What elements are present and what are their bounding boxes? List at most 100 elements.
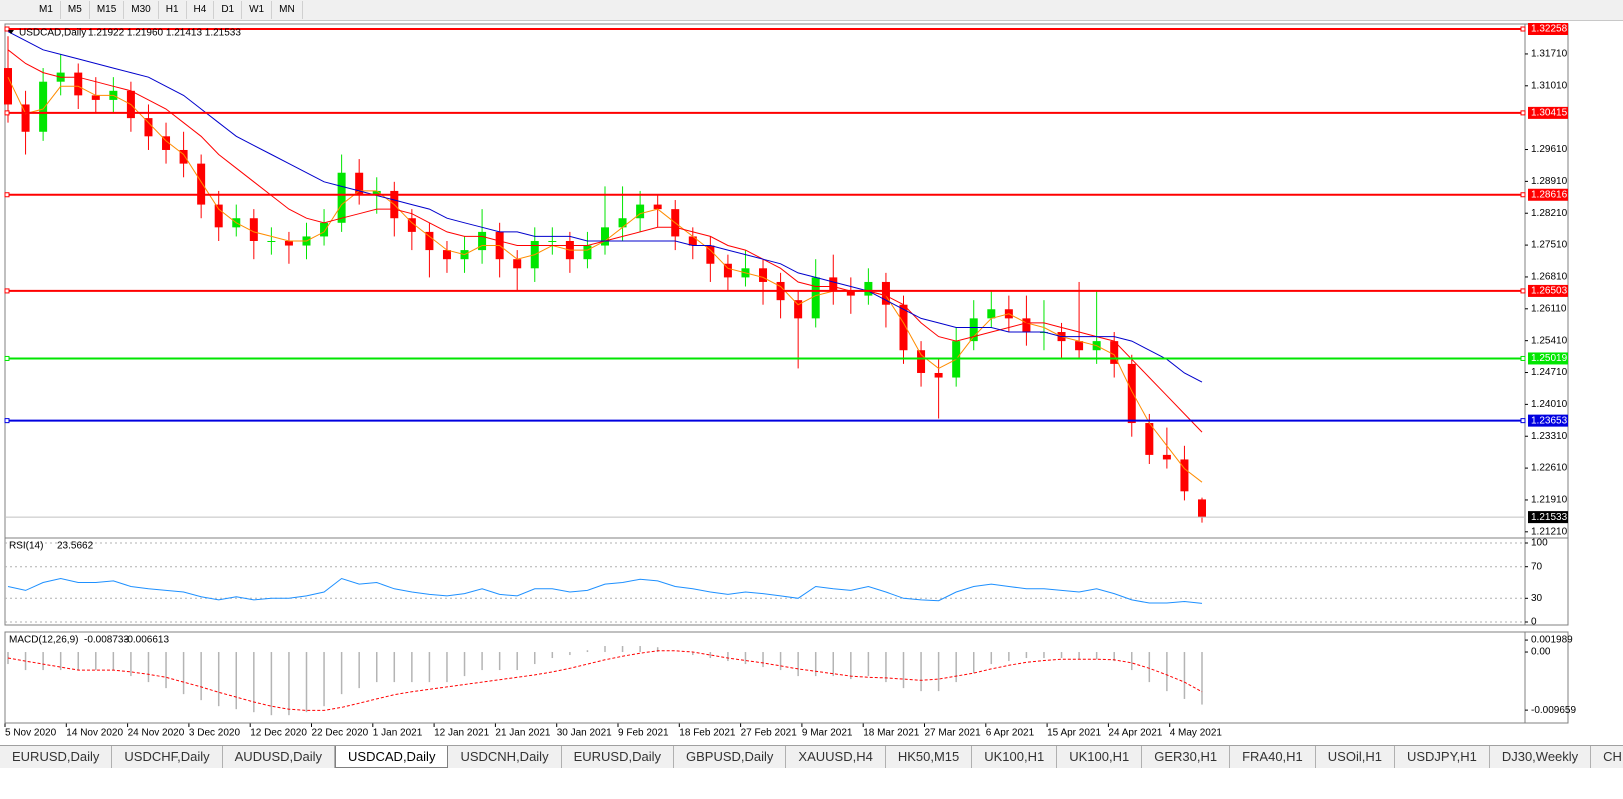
level-handle: [4, 418, 10, 424]
chart-tab[interactable]: DJ30,Weekly: [1490, 746, 1592, 768]
candle-body: [706, 245, 715, 264]
y-tick-label: 0.001989: [1531, 635, 1573, 646]
candle-body: [987, 309, 996, 319]
level-handle: [1520, 288, 1526, 294]
x-tick-label: 4 May 2021: [1170, 728, 1223, 739]
chart: 1.31710 1.31010 1.29610 1.28910 1.28210 1.275…: [4, 23, 1576, 739]
x-tick-label: 9 Feb 2021: [618, 728, 669, 739]
candle-body: [179, 149, 188, 164]
indicator-value: -0.008733: [84, 635, 129, 646]
timeframe-button[interactable]: H4: [187, 1, 215, 19]
x-tick-label: 9 Mar 2021: [802, 728, 853, 739]
y-tick-label: 1.28910: [1531, 176, 1568, 187]
timeframe-button[interactable]: H1: [159, 1, 187, 19]
timeframe-button[interactable]: D1: [214, 1, 243, 19]
x-tick-label: 6 Apr 2021: [986, 728, 1035, 739]
candle-body: [4, 68, 12, 105]
timeframe-button[interactable]: M15: [90, 1, 125, 19]
chart-tab[interactable]: XAUUSD,H4: [786, 746, 886, 768]
timeframe-button[interactable]: M5: [61, 1, 90, 19]
candle-body: [1145, 423, 1154, 455]
candle-body: [91, 95, 100, 100]
y-tick-label: 1.21210: [1531, 526, 1568, 537]
y-tick-label: 30: [1531, 593, 1543, 604]
candle-body: [39, 81, 48, 132]
y-tick-label: 1.26110: [1531, 303, 1567, 314]
level-handle: [1520, 355, 1526, 361]
level-label-box: [1528, 106, 1568, 119]
candle-body: [636, 204, 645, 219]
chart-tab[interactable]: FRA40,H1: [1230, 746, 1316, 768]
chart-tab[interactable]: USDCNH,Daily: [448, 746, 562, 768]
chart-tab[interactable]: UK100,H1: [972, 746, 1058, 768]
level-handle: [1520, 26, 1526, 32]
candle-body: [618, 218, 627, 228]
candle-body: [442, 250, 451, 260]
candle-body: [917, 350, 926, 373]
timeframe-button[interactable]: M1: [32, 1, 61, 19]
x-tick-label: 27 Mar 2021: [925, 728, 982, 739]
x-tick-label: 21 Jan 2021: [495, 728, 550, 739]
macd-signal-line: [7, 650, 1203, 711]
candle-body: [864, 281, 873, 296]
candle-body: [249, 218, 258, 241]
chart-tab[interactable]: GBPUSD,Daily: [674, 746, 787, 768]
timeframe-button[interactable]: M30: [124, 1, 159, 19]
y-tick-label: 1.25410: [1531, 335, 1568, 346]
chart-tab[interactable]: USDCHF,Daily: [112, 746, 223, 768]
chart-tab[interactable]: HK50,M15: [886, 746, 973, 768]
y-tick-label: 1.29610: [1531, 144, 1568, 155]
chart-tab[interactable]: USDJPY,H1: [1395, 746, 1490, 768]
candle-body: [513, 259, 522, 269]
level-label: 1.23653: [1531, 415, 1568, 426]
level-label: 1.26503: [1531, 286, 1568, 297]
candle-body: [583, 245, 592, 260]
panel-frame: [4, 537, 1569, 626]
chart-tab[interactable]: CHINA300,H1: [1591, 746, 1623, 768]
candle-body: [162, 136, 171, 150]
x-tick-label: 5 Nov 2020: [5, 728, 57, 739]
candle-body: [372, 190, 381, 196]
y-tick-label: -0.009659: [1531, 705, 1576, 716]
candle-body: [1022, 318, 1031, 333]
candle-body: [407, 218, 416, 232]
y-tick-label: 1.28210: [1531, 208, 1568, 219]
candle-body: [425, 231, 434, 251]
level-label: 1.25019: [1531, 353, 1568, 364]
timeframe-button[interactable]: W1: [242, 1, 273, 19]
chart-tab[interactable]: EURUSD,Daily: [0, 746, 113, 768]
candle-body: [759, 268, 768, 282]
chart-tab[interactable]: USDCAD,Daily: [335, 746, 449, 768]
y-tick-label: 1.31010: [1531, 80, 1568, 91]
candle-body: [811, 277, 820, 319]
y-tick-label: 1.27510: [1531, 240, 1568, 251]
chart-tab[interactable]: UK100,H1: [1057, 746, 1143, 768]
level-label-box: [1528, 188, 1568, 201]
level-label-box: [1528, 414, 1568, 427]
chart-title: USDCAD,Daily: [19, 28, 86, 39]
symbol-arrow: [8, 30, 14, 34]
x-tick-label: 30 Jan 2021: [557, 728, 612, 739]
x-tick-label: 12 Dec 2020: [250, 728, 307, 739]
chart-tab[interactable]: GER30,H1: [1142, 746, 1231, 768]
chart-tab[interactable]: AUDUSD,Daily: [223, 746, 336, 768]
candle-body: [934, 372, 943, 378]
candle-body: [267, 240, 276, 242]
timeframe-toolbar: M1 M5 M15 M30 H1 H4 D1 W1 MN: [0, 0, 1623, 21]
chart-tabs: EURUSD,Daily USDCHF,Daily AUDUSD,Daily USDC…: [0, 745, 1623, 768]
x-tick-label: 22 Dec 2020: [312, 728, 369, 739]
level-label: 1.32258: [1531, 24, 1568, 35]
timeframe-button[interactable]: MN: [272, 1, 303, 19]
x-tick-label: 1 Jan 2021: [373, 728, 423, 739]
chart-tab[interactable]: EURUSD,Daily: [562, 746, 674, 768]
chart-tab[interactable]: USOil,H1: [1316, 746, 1395, 768]
x-tick-label: 24 Nov 2020: [128, 728, 185, 739]
level-handle: [4, 110, 10, 116]
candle-body: [21, 104, 30, 132]
panel-frame: [4, 631, 1569, 724]
level-label-box: [1528, 23, 1568, 36]
candle-body: [1198, 499, 1206, 518]
candle-body: [846, 291, 855, 296]
x-tick-label: 12 Jan 2021: [434, 728, 489, 739]
